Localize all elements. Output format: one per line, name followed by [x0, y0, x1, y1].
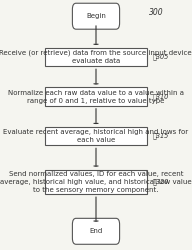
Text: Send normalized values, ID for each value, recent
average, historical high value: Send normalized values, ID for each valu…	[0, 171, 192, 193]
FancyBboxPatch shape	[72, 3, 120, 29]
FancyBboxPatch shape	[45, 87, 147, 106]
FancyBboxPatch shape	[45, 127, 147, 146]
Text: ⤳315: ⤳315	[152, 133, 169, 140]
Text: End: End	[89, 228, 103, 234]
Text: ⤳305: ⤳305	[152, 54, 169, 60]
Text: Receive (or retrieve) data from the source input device;
evaluate data: Receive (or retrieve) data from the sour…	[0, 50, 192, 64]
Text: ⤳310: ⤳310	[152, 93, 169, 100]
Text: Begin: Begin	[86, 13, 106, 19]
Text: ⤳320: ⤳320	[152, 178, 169, 185]
Text: Normalize each raw data value to a value within a
range of 0 and 1, relative to : Normalize each raw data value to a value…	[8, 90, 184, 104]
Text: 300: 300	[149, 8, 163, 16]
FancyBboxPatch shape	[72, 218, 120, 244]
Text: Evaluate recent average, historical high and lows for
each value: Evaluate recent average, historical high…	[3, 129, 189, 143]
FancyBboxPatch shape	[45, 170, 147, 194]
FancyBboxPatch shape	[45, 48, 147, 66]
